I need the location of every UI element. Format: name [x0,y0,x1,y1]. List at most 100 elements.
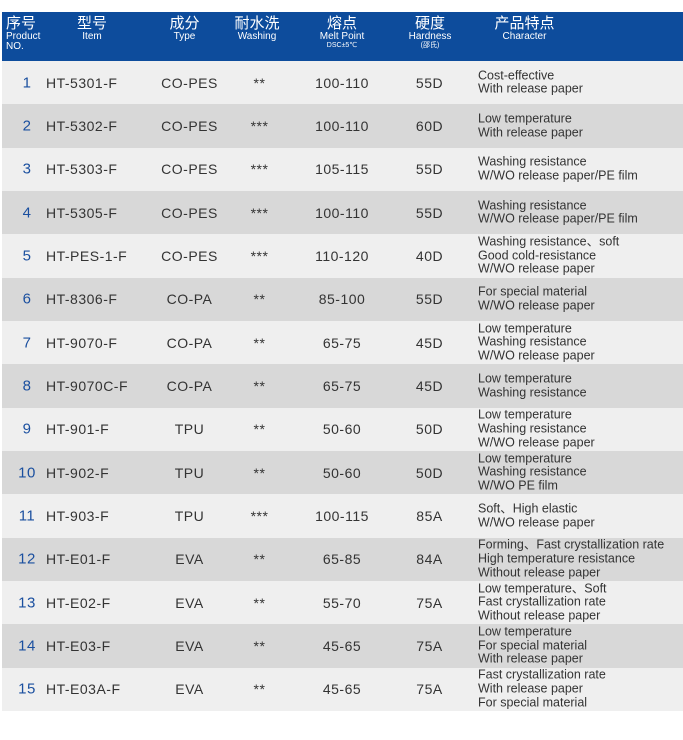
character-line: With release paper [478,651,583,666]
character-line: For special material [478,695,588,710]
table-row: 9 HT-901-F TPU ** 50-60 50D Low temperature Was… [2,407,683,452]
header-washing: 耐水洗 Washing [227,16,287,42]
table-row: 7 HT-9070-F CO-PA ** 65-75 45D Low temperature… [2,321,683,365]
cell-melt: 105-115 [315,161,369,178]
cell-character: Washing resistance W/WO release paper/PE … [478,199,683,226]
character-line: Forming、Fast crystallization rate [478,538,665,553]
cell-item: HT-9070-F [46,334,118,351]
character-line: Fast crystallization rate [478,595,606,609]
cell-no: 13 [18,594,36,612]
character-line: With release paper [478,81,583,96]
table-header: 序号 Product NO. 型号 Item 成分 Type 耐水洗 Washing 熔… [2,12,683,61]
character-line: W/WO release paper [478,298,595,313]
cell-no: 4 [22,204,32,222]
cell-hardness: 40D [415,248,444,265]
cell-washing: ** [253,291,266,308]
cell-no: 8 [22,377,32,395]
character-line: High temperature resistance [478,551,636,566]
character-line: W/WO release paper [478,348,595,363]
cell-type: CO-PES [161,118,218,135]
cell-item: HT-E03A-F [46,681,121,698]
cell-hardness: 55D [415,204,444,221]
table-row: 14 HT-E03-F EVA ** 45-65 75A Low temperature Fo… [2,624,683,668]
cell-character: Low temperature Washing resistance [478,372,683,399]
cell-washing: *** [250,118,269,135]
table-row: 15 HT-E03A-F EVA ** 45-65 75A Fast crystalliza… [2,667,683,712]
table-row: 6 HT-8306-F CO-PA ** 85-100 55D For special ma… [2,277,683,322]
character-line: Washing resistance [478,334,587,349]
cell-no: 7 [22,334,32,352]
cell-hardness: 85A [416,508,443,525]
cell-item: HT-5305-F [46,204,118,221]
header-item-cn: 型号 [76,15,107,32]
character-line: W/WO release paper [478,261,595,276]
table-row: 12 HT-E01-F EVA ** 65-85 84A Forming、Fast crys… [2,537,683,582]
cell-item: HT-E03-F [46,638,111,655]
character-line: W/WO release paper [478,515,595,530]
cell-hardness: 75A [416,638,443,655]
cell-no: 12 [18,550,36,568]
cell-no: 6 [22,290,32,308]
cell-type: CO-PES [161,204,218,221]
cell-melt: 45-65 [322,638,362,655]
cell-item: HT-E02-F [46,594,111,611]
header-type-cn: 成分 [169,15,200,32]
header-hardness-sub: (邵氏) [420,42,440,50]
table-row: 11 HT-903-F TPU *** 100-115 85A Soft、High elas… [2,494,683,538]
cell-character: For special material W/WO release paper [478,285,683,313]
character-line: Low temperature [478,111,572,126]
cell-character: Low temperature With release paper [478,112,683,139]
character-line: Without release paper [478,608,601,623]
cell-hardness: 55D [415,161,444,178]
cell-item: HT-5302-F [46,118,118,135]
cell-item: HT-5301-F [46,74,118,91]
cell-hardness: 50D [415,421,444,438]
cell-character: Forming、Fast crystallization rate High te… [478,538,683,580]
cell-melt: 50-60 [322,421,362,438]
cell-washing: *** [250,248,269,265]
cell-no: 11 [18,507,36,525]
header-type: 成分 Type [152,16,217,42]
cell-item: HT-903-F [46,508,110,525]
table-row: 2 HT-5302-F CO-PES *** 100-110 60D Low tempera… [2,104,683,148]
character-line: Low temperature [478,624,572,639]
table-row: 13 HT-E02-F EVA ** 55-70 75A Low temperature、S… [2,581,683,625]
cell-hardness: 55D [415,74,444,91]
table-row: 3 HT-5303-F CO-PES *** 105-115 55D Washing res… [2,147,683,192]
cell-hardness: 50D [415,464,444,481]
character-line: W/WO PE film [478,478,558,493]
cell-no: 14 [18,637,36,655]
character-line: W/WO release paper/PE film [478,211,638,226]
cell-type: CO-PES [161,161,218,178]
cell-type: CO-PA [166,291,213,308]
cell-melt: 65-75 [322,334,362,351]
header-hardness-cn: 硬度 [414,15,445,32]
character-line: Good cold-resistance [478,248,597,263]
cell-hardness: 55D [415,291,444,308]
cell-hardness: 75A [416,594,443,611]
cell-item: HT-PES-1-F [46,248,128,265]
cell-melt: 55-70 [322,594,362,611]
cell-no: 10 [18,464,36,482]
character-line: Washing resistance [478,421,587,436]
cell-melt: 85-100 [318,291,366,308]
cell-melt: 100-115 [315,508,369,525]
cell-hardness: 60D [415,118,444,135]
header-character-en: Character [502,30,547,42]
header-washing-en: Washing [237,30,277,42]
cell-type: TPU [174,508,205,525]
character-line: Low temperature [478,321,572,336]
table-row: 10 HT-902-F TPU ** 50-60 50D Low temperature Wa… [2,451,683,495]
cell-item: HT-8306-F [46,291,118,308]
cell-character: Washing resistance W/WO release paper/PE … [478,155,683,183]
cell-no: 2 [22,117,32,135]
cell-washing: ** [253,551,266,568]
header-hardness: 硬度 Hardness (邵氏) [400,16,460,50]
cell-melt: 110-120 [315,248,369,265]
header-character-cn: 产品特点 [494,15,555,32]
header-type-en: Type [173,30,196,42]
cell-type: CO-PA [166,334,213,351]
cell-hardness: 75A [416,681,443,698]
cell-washing: ** [253,638,266,655]
product-table: 序号 Product NO. 型号 Item 成分 Type 耐水洗 Washing 熔… [2,12,683,712]
